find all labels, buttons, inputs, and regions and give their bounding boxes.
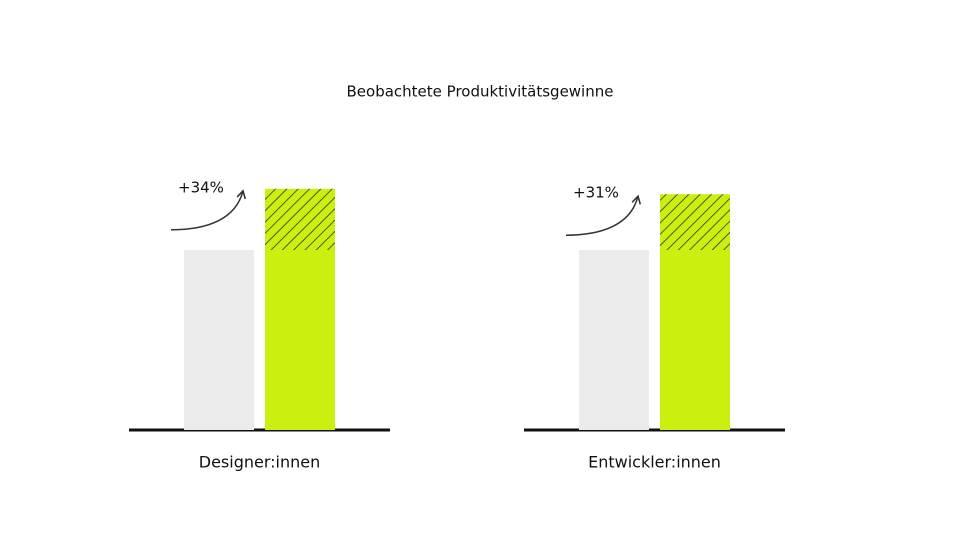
bar-gain [660,194,730,250]
bar-before [579,250,649,430]
gain-arrow [170,189,247,231]
bar-before [184,250,254,430]
gain-label: +31% [573,184,619,202]
chart-title: Beobachtete Produktivitätsgewinne [347,83,614,101]
gain-arrow [565,194,642,236]
bar-after [265,250,335,430]
gain-label: +34% [178,178,224,196]
category-label: Designer:innen [199,453,320,472]
category-label: Entwickler:innen [588,453,721,472]
bar-after [660,250,730,430]
bar-gain [265,188,335,250]
